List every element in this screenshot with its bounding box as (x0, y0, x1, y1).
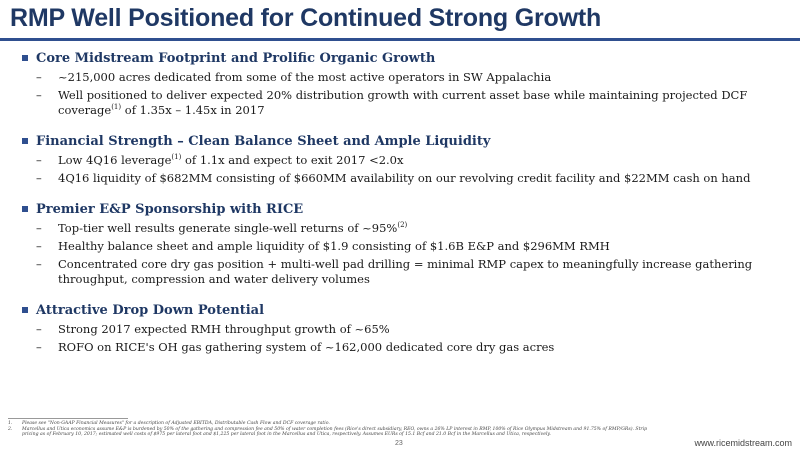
square-bullet-icon (22, 55, 28, 61)
section-premier-sponsorship: Premier E&P Sponsorship with RICE – Top-… (22, 201, 792, 287)
section-heading: Attractive Drop Down Potential (36, 303, 265, 318)
website-url: www.ricemidstream.com (694, 438, 792, 448)
dash-bullet-icon: – (36, 171, 42, 185)
section-heading: Premier E&P Sponsorship with RICE (36, 202, 304, 217)
section-heading-row: Attractive Drop Down Potential (22, 302, 792, 319)
list-item: – Well positioned to deliver expected 20… (36, 88, 792, 118)
dash-bullet-icon: – (36, 322, 42, 336)
footnote: 1. Please see "Non-GAAP Financial Measur… (8, 421, 648, 427)
list-item-text: Strong 2017 expected RMH throughput grow… (58, 322, 390, 336)
list-item: – Top-tier well results generate single-… (36, 221, 792, 236)
footnote-text: Marcellus and Utica economics assume E&P… (22, 426, 648, 438)
list-item: – ROFO on RICE's OH gas gathering system… (36, 340, 792, 355)
footnotes: 1. Please see "Non-GAAP Financial Measur… (8, 421, 648, 438)
list-item-text: Top-tier well results generate single-we… (58, 221, 408, 235)
section-core-midstream: Core Midstream Footprint and Prolific Or… (22, 50, 792, 118)
footnote-divider (8, 418, 128, 419)
page-title: RMP Well Positioned for Continued Strong… (10, 4, 602, 32)
section-drop-down: Attractive Drop Down Potential – Strong … (22, 302, 792, 355)
footnote: 2. Marcellus and Utica economics assume … (8, 427, 648, 438)
list-item: – ~215,000 acres dedicated from some of … (36, 70, 792, 85)
section-heading-row: Core Midstream Footprint and Prolific Or… (22, 50, 792, 67)
section-heading-row: Premier E&P Sponsorship with RICE (22, 201, 792, 218)
section-financial-strength: Financial Strength – Clean Balance Sheet… (22, 133, 792, 186)
list-item-text: Healthy balance sheet and ample liquidit… (58, 239, 610, 253)
list-item: – Strong 2017 expected RMH throughput gr… (36, 322, 792, 337)
dash-bullet-icon: – (36, 221, 42, 235)
title-divider (0, 38, 800, 41)
footnote-number: 2. (8, 426, 13, 432)
list-item: – Healthy balance sheet and ample liquid… (36, 239, 792, 254)
list-item: – 4Q16 liquidity of $682MM consisting of… (36, 171, 792, 186)
dash-bullet-icon: – (36, 153, 42, 167)
dash-bullet-icon: – (36, 88, 42, 102)
footnote-text: Please see "Non-GAAP Financial Measures"… (22, 421, 330, 426)
square-bullet-icon (22, 307, 28, 313)
footnote-ref: (2) (397, 221, 408, 230)
dash-bullet-icon: – (36, 70, 42, 84)
square-bullet-icon (22, 206, 28, 212)
list-item-text: Low 4Q16 leverage(1) of 1.1x and expect … (58, 153, 404, 167)
list-item: – Concentrated core dry gas position + m… (36, 257, 792, 287)
list-item: – Low 4Q16 leverage(1) of 1.1x and expec… (36, 153, 792, 168)
section-heading: Core Midstream Footprint and Prolific Or… (36, 51, 436, 66)
footnote-number: 1. (8, 421, 13, 426)
footnote-ref: (1) (171, 153, 182, 162)
list-item-text: 4Q16 liquidity of $682MM consisting of $… (58, 171, 751, 185)
content-body: Core Midstream Footprint and Prolific Or… (22, 50, 792, 370)
dash-bullet-icon: – (36, 340, 42, 354)
list-item-text: ROFO on RICE's OH gas gathering system o… (58, 340, 555, 354)
section-heading: Financial Strength – Clean Balance Sheet… (36, 134, 491, 149)
list-item-text: Concentrated core dry gas position + mul… (58, 257, 753, 286)
page-number: 23 (395, 440, 403, 447)
list-item-text: Well positioned to deliver expected 20% … (58, 88, 748, 117)
dash-bullet-icon: – (36, 239, 42, 253)
section-heading-row: Financial Strength – Clean Balance Sheet… (22, 133, 792, 150)
footnote-ref: (1) (111, 103, 122, 112)
dash-bullet-icon: – (36, 257, 42, 271)
square-bullet-icon (22, 138, 28, 144)
list-item-text: ~215,000 acres dedicated from some of th… (58, 70, 552, 84)
